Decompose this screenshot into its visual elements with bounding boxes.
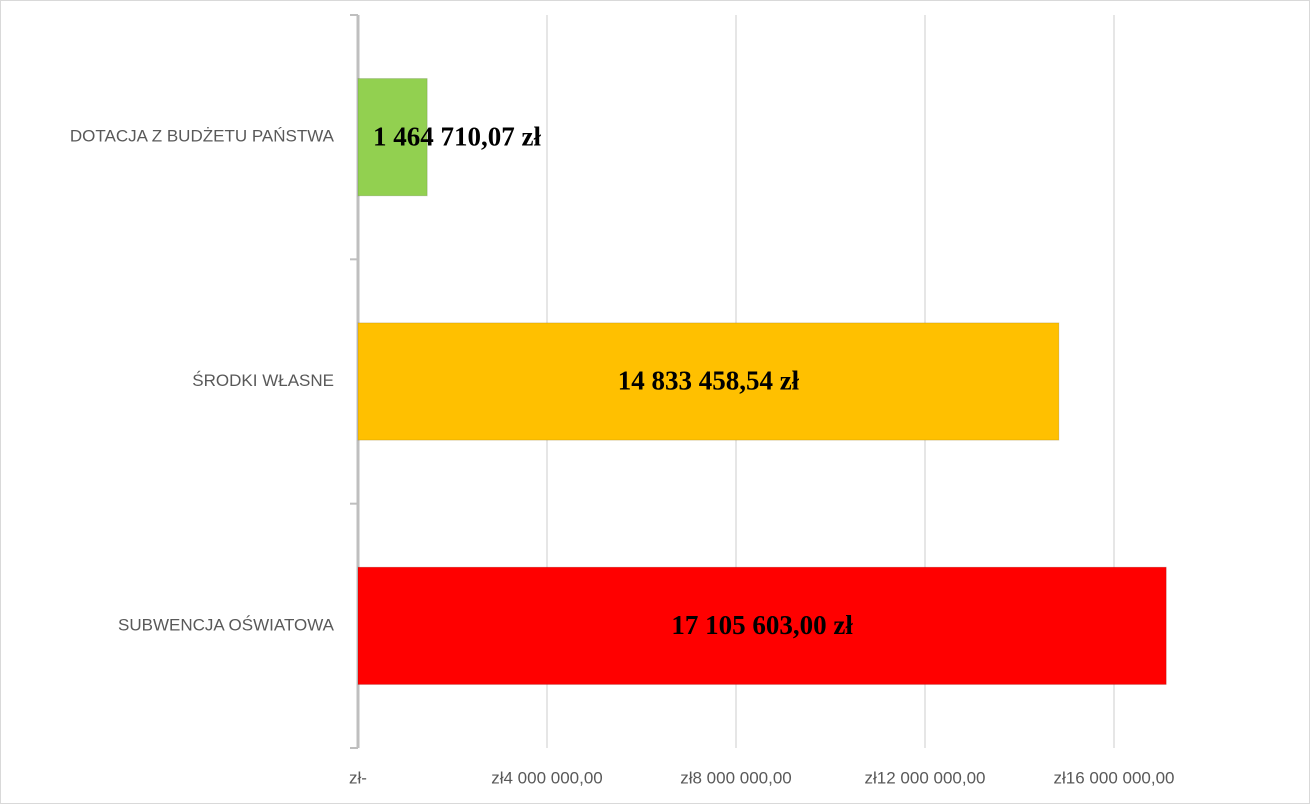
y-tick-label: ŚRODKI WŁASNE (192, 371, 334, 390)
x-tick-label: zł4 000 000,00 (491, 768, 603, 787)
y-tick-label: SUBWENCJA OŚWIATOWA (118, 615, 335, 634)
x-tick-label: zł8 000 000,00 (680, 768, 792, 787)
value-label: 1 464 710,07 zł (373, 121, 541, 151)
bar (357, 322, 1060, 441)
x-tick-label: zł16 000 000,00 (1054, 768, 1175, 787)
value-label: 17 105 603,00 zł (671, 610, 853, 640)
x-tick-label: zł- (349, 768, 367, 787)
bar (357, 566, 1167, 685)
x-tick-label: zł12 000 000,00 (865, 768, 986, 787)
y-tick-label: DOTACJA Z BUDŻETU PAŃSTWA (70, 127, 335, 146)
bar (357, 78, 428, 197)
value-label: 14 833 458,54 zł (618, 366, 800, 396)
